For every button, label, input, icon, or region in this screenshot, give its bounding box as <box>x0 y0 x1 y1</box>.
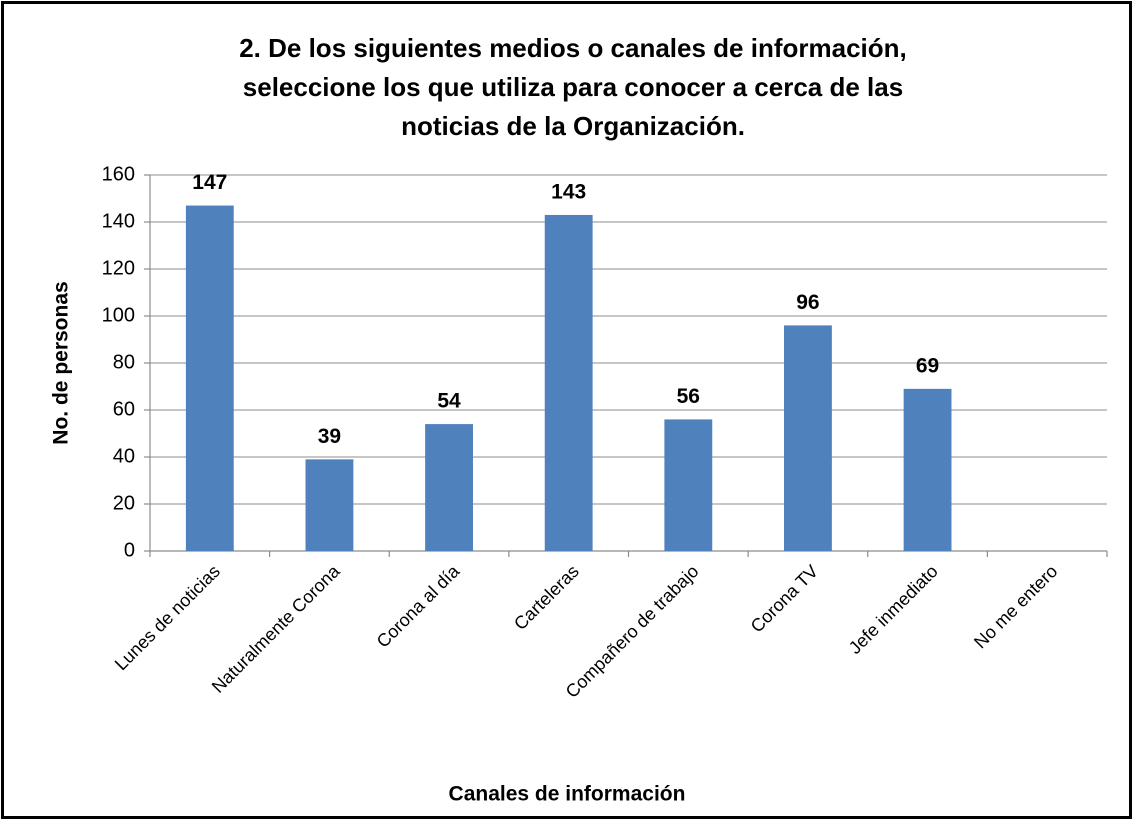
data-label: 96 <box>796 291 819 314</box>
y-tick-label: 20 <box>113 492 135 514</box>
y-tick-label: 60 <box>113 398 135 420</box>
data-label: 69 <box>916 354 939 377</box>
y-tick-label: 80 <box>113 351 135 373</box>
chart-title: 2. De los siguientes medios o canales de… <box>239 33 907 63</box>
data-label: 54 <box>437 390 461 413</box>
y-tick-label: 120 <box>102 257 135 279</box>
bar <box>425 424 473 551</box>
bar <box>305 459 354 551</box>
y-tick-label: 40 <box>113 445 135 467</box>
data-label: 147 <box>192 171 227 194</box>
y-tick-label: 0 <box>124 539 135 561</box>
bar <box>544 214 593 551</box>
x-axis-title: Canales de información <box>449 783 686 806</box>
data-label: 39 <box>318 425 341 448</box>
data-label: 143 <box>551 180 586 203</box>
chart-title: noticias de la Organización. <box>401 111 745 141</box>
bar <box>903 388 952 551</box>
bar <box>784 325 832 551</box>
data-label: 56 <box>677 385 700 408</box>
bar <box>185 205 234 552</box>
bar <box>664 419 713 551</box>
y-tick-label: 140 <box>102 210 135 232</box>
chart-title: seleccione los que utiliza para conocer … <box>243 72 903 102</box>
y-tick-label: 100 <box>102 304 135 326</box>
y-axis-title: No. de personas <box>50 281 73 444</box>
y-tick-label: 160 <box>102 163 135 185</box>
